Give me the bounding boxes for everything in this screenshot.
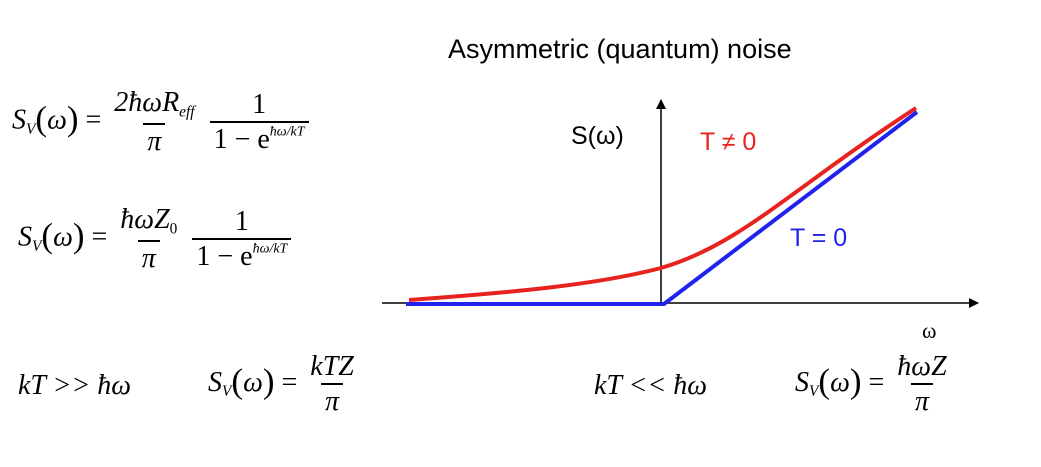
fraction: 1 1 − eħω/kT [192,206,292,272]
fraction: 1 1 − eħω/kT [209,89,309,155]
fraction: 2ħωReff π [114,87,195,157]
fraction: kTZ π [310,351,354,418]
curve-t-nonzero [408,106,918,302]
equation-3: SV(ω) = kTZ π [208,352,360,417]
equation-1: SV(ω) = 2ħωReff π 1 1 − eħω/kT [12,88,311,156]
curve-label-t-zero: T = 0 [790,224,848,252]
equation-2: SV(ω) = ħωZ0 π 1 1 − eħω/kT [18,205,293,273]
condition-quantum: kT << ħω [594,370,708,401]
x-axis-label: ω [922,318,937,343]
y-axis-label: S(ω) [571,122,624,150]
diagram-title: Asymmetric (quantum) noise [448,34,792,64]
condition-classical: kT >> ħω [18,370,132,401]
fraction: ħωZ0 π [120,204,178,274]
curve-label-t-nonzero: T ≠ 0 [700,128,757,156]
curve-t-zero [406,110,919,306]
fraction: ħωZ π [897,351,947,418]
equation-4: SV(ω) = ħωZ π [795,352,953,417]
